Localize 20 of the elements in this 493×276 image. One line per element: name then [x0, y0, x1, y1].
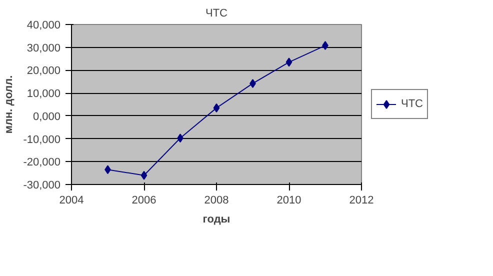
point [213, 103, 220, 112]
y-tick-label: 10,000 [26, 88, 61, 100]
y-tick-label: -30,000 [23, 180, 61, 192]
x-tick-label: 2008 [204, 194, 229, 206]
legend-label: ЧТС [401, 98, 423, 110]
y-tick-label: -10,000 [23, 134, 61, 146]
x-tick-label: 2006 [132, 194, 156, 206]
y-axis-title: млн. долл. [3, 75, 16, 134]
y-tick-label: -20,000 [23, 156, 61, 169]
x-tick-label: 2004 [59, 194, 84, 206]
point [286, 58, 292, 67]
x-axis-title: годы [202, 214, 230, 226]
y-tick-label: 30,000 [26, 42, 61, 54]
point [140, 170, 148, 180]
y-tick-label: 0,000 [32, 110, 61, 123]
chart-title: ЧТС [206, 8, 228, 20]
y-tick-label: 20,000 [26, 65, 61, 78]
x-tick-label: 2010 [276, 194, 302, 206]
x-tick-label: 2012 [349, 194, 374, 206]
y-tick-label: 40,000 [26, 20, 61, 32]
